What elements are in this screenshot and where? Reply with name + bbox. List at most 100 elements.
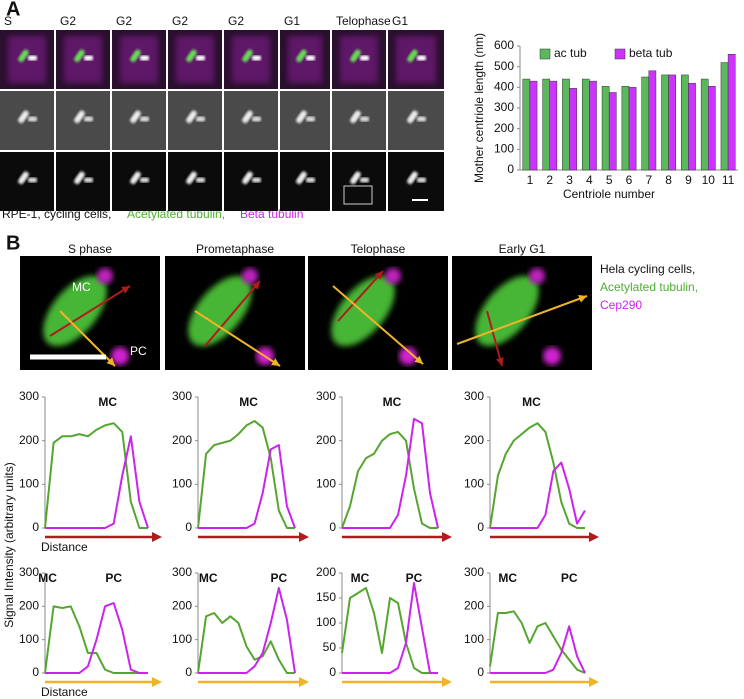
micrograph	[112, 91, 166, 150]
tint	[288, 36, 322, 83]
x-tick-label: 4	[586, 173, 593, 187]
x-tick-label: 11	[722, 173, 735, 187]
image	[388, 152, 444, 211]
image	[280, 91, 330, 150]
centriole	[28, 116, 37, 122]
line	[341, 430, 438, 529]
bar	[601, 86, 610, 171]
image-label: G1	[392, 14, 408, 28]
line	[342, 582, 438, 674]
image-label: G2	[116, 14, 132, 28]
image	[388, 91, 444, 150]
tint	[8, 36, 46, 83]
image	[56, 152, 110, 211]
centriole	[296, 110, 307, 124]
annotation: PC	[105, 571, 122, 585]
signal	[242, 268, 258, 284]
y-tick-label: 0	[185, 665, 192, 679]
tint	[176, 36, 214, 83]
image	[0, 152, 54, 211]
arrowhead	[299, 532, 309, 542]
centriole	[296, 49, 307, 63]
y-axis-label: Signal Intensity (arbitrary units)	[2, 462, 16, 627]
y-tick-label: 200	[316, 433, 336, 447]
x-axis-label: Distance	[41, 685, 88, 699]
centriole	[130, 171, 141, 185]
centriole	[360, 116, 369, 122]
x-tick-label: 1	[527, 173, 534, 187]
centriole	[407, 49, 418, 63]
arrowhead	[496, 357, 504, 366]
y-tick-label: 0	[329, 520, 336, 534]
arrowhead	[442, 677, 452, 687]
y-tick-label: 200	[19, 433, 39, 447]
centriole	[140, 177, 149, 183]
arrowhead	[251, 281, 260, 290]
image-label: S phase	[68, 242, 112, 256]
x-axis-label: Centriole number	[563, 187, 655, 201]
centriole	[350, 171, 361, 185]
y-tick-label: 200	[316, 565, 336, 579]
bar	[648, 70, 657, 171]
signal	[43, 275, 107, 347]
image	[168, 91, 222, 150]
arrowhead	[121, 286, 130, 294]
micrograph	[224, 91, 278, 150]
image	[224, 91, 278, 150]
bar	[720, 62, 729, 171]
image-label: G2	[228, 14, 244, 28]
bar	[581, 78, 590, 171]
bar	[621, 86, 630, 171]
y-tick-label: 0	[507, 162, 514, 176]
arrow	[204, 280, 261, 347]
signal	[543, 347, 561, 365]
micrograph	[332, 91, 386, 150]
annotation: MC	[38, 571, 57, 585]
legend-swatch	[539, 48, 551, 60]
annotation: PC	[270, 571, 287, 585]
centriole	[84, 116, 93, 122]
image-label: G2	[60, 14, 76, 28]
signal	[399, 347, 417, 365]
centriole	[186, 171, 197, 185]
y-tick-label: 300	[464, 565, 484, 579]
x-axis-label: Distance	[41, 540, 88, 554]
signal	[188, 275, 252, 347]
bar	[727, 54, 736, 171]
side-text: Cep290	[600, 298, 642, 312]
micrograph	[56, 91, 110, 150]
annotation: MC	[98, 395, 117, 409]
bar	[661, 74, 669, 171]
micrograph	[332, 30, 386, 89]
micrograph	[168, 152, 222, 211]
image	[332, 152, 386, 211]
micrograph	[0, 152, 54, 211]
bar	[700, 78, 709, 171]
arrowhead	[106, 357, 115, 366]
arrowhead	[152, 532, 162, 542]
image-label: Early G1	[499, 242, 546, 256]
micrograph	[224, 152, 278, 211]
image-annotation: MC	[72, 280, 91, 294]
arrowhead	[589, 532, 599, 542]
micrograph	[388, 152, 444, 211]
micrograph	[280, 30, 330, 89]
centriole	[140, 55, 149, 61]
x-tick-label: 5	[606, 173, 613, 187]
y-tick-label: 0	[32, 665, 39, 679]
line	[489, 610, 586, 674]
line	[44, 422, 148, 529]
annotation: MC	[351, 571, 370, 585]
bar	[562, 78, 570, 171]
centriole	[140, 116, 149, 122]
y-tick-label: 100	[19, 632, 39, 646]
arrowhead	[271, 358, 280, 366]
y-tick-label: 300	[316, 389, 336, 403]
y-tick-label: 100	[464, 632, 484, 646]
y-tick-label: 100	[172, 632, 192, 646]
y-tick-label: 100	[172, 477, 192, 491]
centriole	[130, 110, 141, 124]
line	[198, 587, 296, 674]
signal	[97, 268, 113, 284]
x-tick-label: 10	[702, 173, 716, 187]
